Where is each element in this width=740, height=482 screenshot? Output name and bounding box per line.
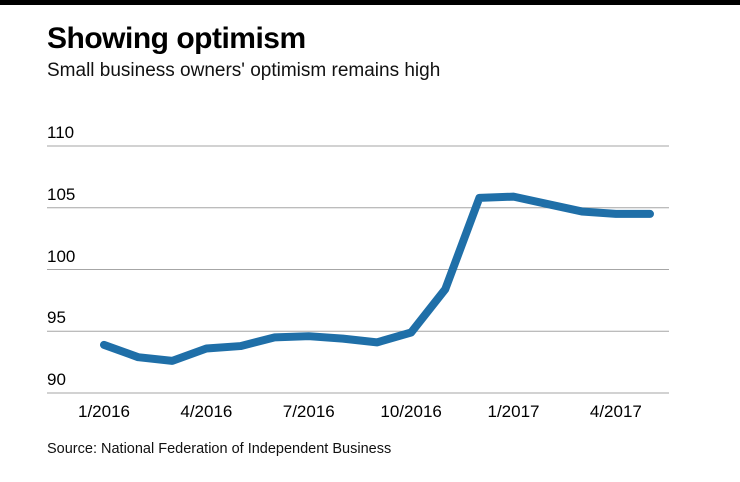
y-tick-label: 110 — [47, 123, 75, 142]
x-tick-label: 4/2016 — [180, 402, 233, 421]
x-tick-label: 1/2017 — [487, 402, 540, 421]
y-tick-label: 95 — [47, 308, 66, 328]
optimism-line — [100, 192, 654, 365]
source-note: Source: National Federation of Independe… — [47, 441, 392, 457]
chart-title: Showing optimism — [47, 22, 306, 55]
chart-subtitle: Small business owners' optimism remains … — [47, 60, 441, 81]
top-rule — [0, 0, 740, 5]
x-tick-label: 10/2016 — [380, 402, 442, 421]
x-tick-label: 4/2017 — [589, 402, 642, 421]
y-tick-label: 105 — [47, 184, 76, 204]
y-tick-label: 90 — [47, 370, 66, 389]
y-tick-label: 100 — [47, 246, 76, 266]
x-tick-label: 1/2016 — [78, 402, 130, 421]
x-tick-label: 7/2016 — [282, 402, 335, 421]
